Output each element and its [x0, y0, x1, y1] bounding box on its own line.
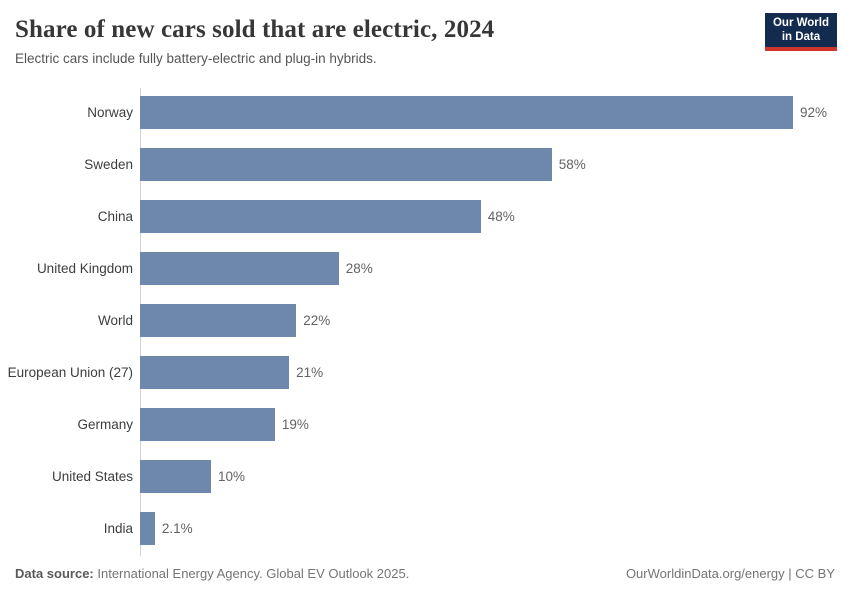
value-label: 21% [296, 364, 324, 380]
category-label: China [97, 208, 133, 224]
data-source-label: Data source: [15, 566, 94, 581]
bar[interactable] [140, 251, 339, 285]
value-label: 2.1% [161, 520, 193, 536]
chart-subtitle: Electric cars include fully battery-elec… [15, 51, 377, 66]
bar-row: World 22% [0, 294, 850, 346]
bar-row: United Kingdom 28% [0, 242, 850, 294]
category-label: India [103, 520, 133, 536]
license-link[interactable]: OurWorldinData.org/energy | CC BY [625, 566, 835, 581]
value-label: 92% [800, 104, 828, 120]
bar-row: European Union (27) 21% [0, 346, 850, 398]
category-label: European Union (27) [7, 364, 133, 380]
bar[interactable] [140, 95, 793, 129]
bar-row: Germany 19% [0, 398, 850, 450]
bar-row: China 48% [0, 190, 850, 242]
chart-footer: Data source: International Energy Agency… [15, 566, 835, 581]
value-label: 28% [345, 260, 373, 276]
value-label: 48% [487, 208, 515, 224]
category-label: United Kingdom [36, 260, 133, 276]
category-label: World [97, 312, 133, 328]
owid-logo[interactable]: Our World in Data [764, 13, 837, 51]
bar[interactable] [140, 303, 297, 337]
value-label: 10% [218, 468, 246, 484]
bar-row: Sweden 58% [0, 138, 850, 190]
value-label: 19% [281, 416, 309, 432]
value-label: 58% [558, 156, 586, 172]
chart-title: Share of new cars sold that are electric… [15, 16, 495, 43]
data-source-note: Data source: International Energy Agency… [15, 566, 409, 581]
bar-row: United States 10% [0, 450, 850, 502]
bar[interactable] [140, 511, 155, 545]
owid-logo-line1: Our World [772, 17, 829, 29]
bar-row: India 2.1% [0, 502, 850, 554]
bar[interactable] [140, 459, 211, 493]
bar[interactable] [140, 355, 290, 389]
bar-row: Norway 92% [0, 86, 850, 138]
category-label: United States [51, 468, 133, 484]
value-label: 22% [303, 312, 331, 328]
bar[interactable] [140, 199, 481, 233]
category-label: Sweden [84, 156, 133, 172]
category-label: Germany [77, 416, 133, 432]
category-label: Norway [87, 104, 133, 120]
bar[interactable] [140, 147, 552, 181]
bar[interactable] [140, 407, 275, 441]
bar-chart: Norway 92% Sweden 58% China 48% United Kingdom… [0, 86, 850, 554]
owid-logo-line2: in Data [781, 30, 821, 43]
chart-header: Share of new cars sold that are electric… [15, 16, 755, 66]
data-source-text: International Energy Agency. Global EV O… [93, 566, 410, 581]
